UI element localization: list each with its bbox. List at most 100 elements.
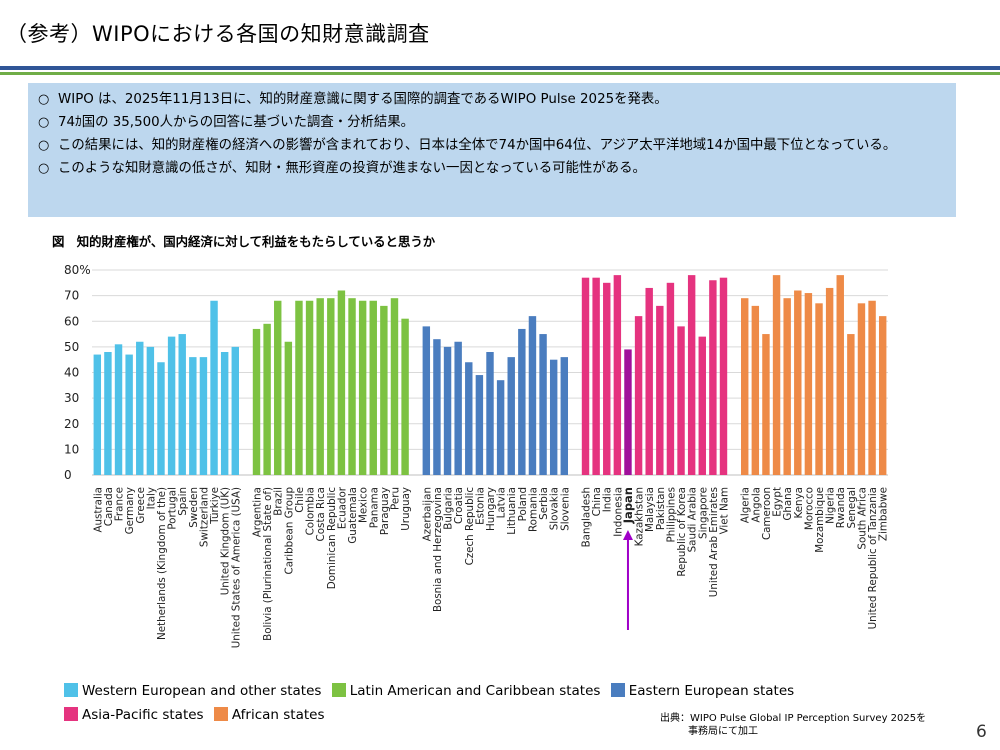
x-tick-label: Lithuania [506, 487, 518, 535]
x-tick-label: Viet Nam [718, 487, 730, 534]
bar-lithuania [507, 357, 515, 475]
summary-box: ○ WIPO は、2025年11月13日に、知的財産意識に関する国際的調査である… [28, 83, 956, 217]
x-tick-label: Algeria [740, 487, 752, 523]
bar-algeria [741, 298, 749, 475]
x-tick-label: Italy [145, 487, 157, 509]
legend-swatch [610, 683, 625, 697]
bar-australia [93, 354, 102, 475]
x-tick-label: Egypt [772, 487, 784, 517]
bar-greece [136, 341, 144, 475]
y-tick-label: 80% [64, 263, 91, 277]
bar-south-africa [857, 303, 866, 475]
page-title: （参考）WIPOにおける各国の知財意識調査 [6, 22, 430, 46]
x-tick-label: Senegal [846, 487, 858, 528]
chart-legend: Western European and other states Latin … [64, 679, 904, 727]
x-tick-label: Mozambique [814, 487, 826, 553]
bar-caribbean-group [284, 341, 293, 475]
bar-philippines [666, 282, 675, 475]
bar-cameroon [762, 334, 770, 475]
legend-label: Eastern European states [628, 683, 795, 699]
x-tick-label: Bangladesh [581, 487, 593, 547]
summary-bullet: ○ この結果には、知的財産権の経済への影響が含まれており、日本は全体で74か国中… [38, 136, 944, 155]
bar-mexico [358, 300, 367, 475]
x-tick-label: India [602, 487, 614, 512]
legend-label: African states [231, 707, 325, 723]
bar-united-republic-of-tanzania [868, 300, 876, 475]
bar-mozambique [815, 303, 823, 475]
summary-bullet: ○ 74ｶ国の 35,500人からの回答に基づいた調査・分析結果。 [38, 113, 944, 132]
x-tick-label: China [591, 487, 603, 516]
legend-item-western-european: Western European and other states [64, 679, 321, 703]
bar-united-arab-emirates [709, 280, 717, 475]
x-tick-label: Indonesia [612, 487, 624, 537]
bar-bulgaria [443, 346, 452, 475]
bar-china [592, 277, 600, 475]
bar-sweden [189, 357, 197, 475]
x-tick-label: Kazakhstan [634, 487, 646, 546]
x-tick-label: Hungary [485, 487, 497, 531]
x-tick-label: United Arab Emirates [708, 487, 720, 597]
x-tick-label: United Republic of Tanzania [867, 487, 879, 629]
x-tick-label: Zimbabwe [878, 487, 890, 541]
bar-serbia [539, 334, 547, 475]
x-tick-label: Azerbaijan [421, 487, 433, 541]
x-tick-label: Greece [135, 487, 147, 524]
y-tick-label: 50 [64, 340, 79, 354]
x-tick-label: Singapore [697, 487, 709, 539]
summary-bullet-text: WIPO は、2025年11月13日に、知的財産意識に関する国際的調査であるWI… [58, 92, 668, 107]
x-tick-label: Guatemala [347, 487, 359, 544]
x-tick-label: Paraguay [379, 487, 391, 535]
summary-bullet-text: 74ｶ国の 35,500人からの回答に基づいた調査・分析結果。 [58, 115, 415, 130]
bar-slovenia [560, 357, 569, 475]
legend-item-latin-american: Latin American and Caribbean states [331, 679, 600, 703]
bar-paraguay [380, 305, 388, 475]
x-tick-label: Bosnia and Herzegovina [432, 487, 444, 612]
x-tick-label: Peru [389, 487, 401, 510]
circle-bullet-icon: ○ [38, 92, 50, 107]
summary-bullet: ○ このような知財意識の低さが、知財・無形資産の投資が進まない一因となっている可… [38, 159, 944, 178]
bar-pakistan [656, 305, 664, 475]
x-tick-label: Chile [294, 487, 306, 513]
bar-ghana [783, 298, 791, 475]
x-tick-label: Serbia [538, 487, 550, 520]
x-tick-label: Bolivia (Plurinational State of) [262, 487, 274, 641]
y-tick-label: 60 [64, 314, 79, 328]
x-tick-label: Argentina [252, 487, 264, 537]
y-tick-label: 40 [64, 366, 79, 380]
x-tick-label: Ghana [782, 487, 794, 521]
x-tick-label: Switzerland [198, 487, 210, 547]
x-tick-label: Philippines [665, 487, 677, 542]
bar-republic-of-korea [677, 326, 685, 475]
legend-item-asia-pacific: Asia-Pacific states [64, 703, 204, 727]
x-tick-label: Costa Rica [315, 487, 327, 541]
bar-hungary [486, 352, 494, 475]
bar-dominican-republic [327, 298, 335, 475]
x-tick-label: France [114, 487, 126, 521]
page-number: 6 [976, 722, 987, 742]
bar-ecuador [337, 290, 346, 475]
x-tick-label: Mexico [358, 487, 370, 523]
bar-viet-nam [719, 277, 728, 475]
x-tick-label: Malaysia [644, 487, 656, 532]
legend-swatch [213, 707, 228, 721]
x-tick-label: Slovakia [549, 487, 561, 530]
bar-croatia [454, 341, 462, 475]
summary-bullet: ○ WIPO は、2025年11月13日に、知的財産意識に関する国際的調査である… [38, 90, 944, 109]
bar-united-states-of-america-usa- [231, 346, 239, 475]
bar-guatemala [348, 298, 356, 475]
x-tick-label: Caribbean Group [283, 487, 295, 574]
circle-bullet-icon: ○ [38, 115, 50, 130]
x-tick-label: Panama [368, 487, 380, 528]
x-tick-label: Poland [517, 487, 529, 521]
x-tick-label: Pakistan [655, 487, 667, 530]
highlight-arrow-head-icon [622, 530, 633, 540]
legend-swatch [331, 683, 346, 697]
x-tick-label: Morocco [803, 487, 815, 530]
bar-poland [518, 328, 526, 475]
x-tick-label: Spain [177, 487, 189, 516]
bar-rwanda [836, 275, 844, 475]
x-tick-label: Kenya [793, 487, 805, 519]
bar-romania [528, 316, 537, 475]
source-line: 事務局にて加工 [688, 726, 758, 737]
x-tick-label: Czech Republic [464, 487, 476, 566]
